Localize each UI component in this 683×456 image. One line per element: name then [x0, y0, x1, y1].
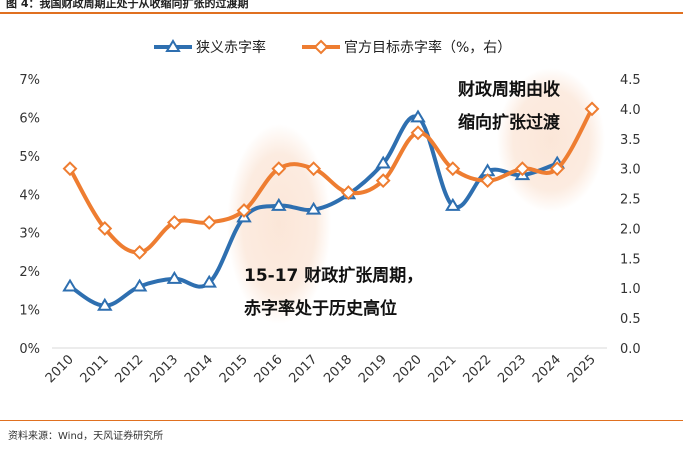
left-axis-tick: 4% — [19, 188, 40, 203]
highlight-2015-2017 — [227, 124, 331, 324]
legend-diamond-icon — [313, 39, 329, 55]
right-axis-tick: 3.0 — [620, 163, 641, 178]
data-point-diamond — [549, 161, 565, 177]
figure-title: 图 4：我国财政周期正处于从收缩向扩张的过渡期 — [6, 0, 249, 10]
series-line-0 — [68, 114, 560, 308]
data-point-triangle — [166, 270, 183, 284]
data-point-triangle — [62, 278, 78, 292]
data-point-diamond — [97, 221, 113, 236]
data-point-diamond — [236, 203, 252, 218]
data-point-diamond — [201, 215, 217, 230]
x-axis-tick: 2021 — [426, 352, 460, 386]
annotation-transition-line2: 缩向扩张过渡 — [458, 112, 561, 133]
right-axis-tick: 1.5 — [620, 252, 641, 267]
annotation-transition-line1: 财政周期由收 — [457, 79, 560, 100]
x-axis-tick: 2016 — [252, 352, 286, 386]
series-line-1 — [68, 106, 594, 255]
series-layer — [62, 101, 600, 311]
data-point-triangle — [131, 278, 148, 292]
data-point-triangle — [445, 197, 461, 211]
left-axis-tick: 0% — [19, 342, 40, 357]
data-point-triangle — [201, 274, 217, 288]
legend[interactable]: 狭义赤字率 官方目标赤字率（%，右） — [154, 39, 511, 56]
right-axis-tick: 4.5 — [620, 73, 641, 88]
right-axis-tick: 2.0 — [620, 222, 641, 237]
top-rule — [0, 12, 683, 14]
data-point-diamond — [340, 185, 356, 200]
x-axis-tick: 2019 — [356, 352, 390, 386]
data-point-diamond — [584, 101, 600, 117]
x-axis-tick: 2015 — [217, 352, 251, 386]
data-point-diamond — [445, 161, 461, 177]
left-axis-tick: 2% — [19, 265, 40, 280]
left-axis-tick: 7% — [19, 73, 40, 88]
x-axis-tick: 2010 — [43, 352, 77, 386]
x-axis-tick: 2012 — [112, 352, 146, 386]
legend-triangle-icon — [165, 39, 181, 52]
right-axis-tick: 3.5 — [620, 133, 641, 148]
legend-label-official-target: 官方目标赤字率（%，右） — [344, 39, 511, 56]
bottom-rule — [0, 420, 683, 421]
data-point-triangle — [410, 109, 426, 123]
x-axis-tick: 2020 — [391, 352, 425, 386]
data-point-diamond — [132, 244, 148, 260]
x-axis-tick: 2023 — [495, 352, 529, 386]
data-point-diamond — [271, 161, 287, 177]
x-axis-tick: 2022 — [460, 352, 494, 386]
data-point-diamond — [62, 161, 78, 177]
right-axis-tick: 0.0 — [620, 342, 641, 357]
left-axis-tick: 3% — [19, 227, 40, 242]
right-axis-tick: 0.5 — [620, 312, 641, 327]
left-axis-tick: 1% — [19, 304, 40, 319]
data-point-diamond — [306, 161, 322, 177]
left-axis-tick: 5% — [19, 150, 40, 165]
right-axis-tick: 1.0 — [620, 282, 641, 297]
x-axis-tick: 2024 — [530, 352, 564, 386]
x-axis-tick: 2017 — [286, 352, 320, 386]
x-axis-tick: 2025 — [565, 352, 599, 386]
x-axis-tick: 2018 — [321, 352, 355, 386]
data-point-diamond — [480, 173, 496, 189]
annotation-expansion-line1: 15-17 财政扩张周期， — [244, 265, 423, 286]
data-point-diamond — [375, 173, 391, 189]
right-axis-tick: 4.0 — [620, 103, 641, 118]
deficit-ratio-chart: 0% 1% 2% 3% 4% 5% 6% 7% 0.0 0.5 1.0 1.5 2.0 2.5 3.0 3.5… — [19, 39, 641, 386]
legend-label-narrow-deficit: 狭义赤字率 — [196, 39, 266, 56]
data-point-diamond — [514, 161, 530, 177]
x-axis-tick: 2011 — [78, 352, 112, 386]
x-axis-tick: 2013 — [147, 352, 181, 386]
left-axis-tick: 6% — [19, 111, 40, 126]
data-point-diamond — [410, 125, 426, 141]
annotation-expansion-line2: 赤字率处于历史高位 — [244, 298, 397, 319]
data-point-diamond — [166, 215, 182, 230]
right-axis-tick: 2.5 — [620, 193, 641, 208]
source-note: 资料来源：Wind，天风证券研究所 — [8, 431, 164, 442]
data-point-triangle — [271, 197, 287, 211]
data-point-triangle — [375, 155, 391, 169]
data-point-triangle — [97, 297, 113, 311]
x-axis-tick: 2014 — [182, 352, 216, 386]
data-point-triangle — [305, 201, 322, 215]
